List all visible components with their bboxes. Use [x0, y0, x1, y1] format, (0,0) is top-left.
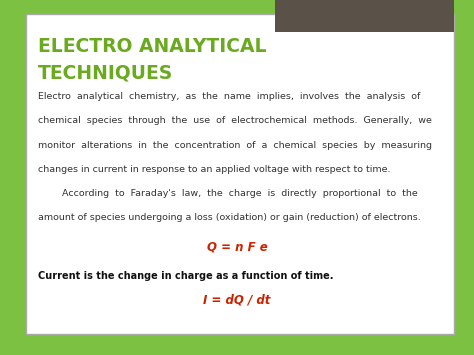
Text: Current is the change in charge as a function of time.: Current is the change in charge as a fun… — [38, 271, 333, 281]
Text: amount of species undergoing a loss (oxidation) or gain (reduction) of electrons: amount of species undergoing a loss (oxi… — [38, 213, 420, 222]
Text: TECHNIQUES: TECHNIQUES — [38, 64, 173, 83]
FancyBboxPatch shape — [26, 14, 454, 334]
Text: chemical  species  through  the  use  of  electrochemical  methods.  Generally, : chemical species through the use of elec… — [38, 116, 432, 125]
Text: According  to  Faraday's  law,  the  charge  is  directly  proportional  to  the: According to Faraday's law, the charge i… — [38, 189, 418, 198]
Text: Q = n F e: Q = n F e — [207, 241, 267, 254]
Text: I = dQ / dt: I = dQ / dt — [203, 294, 271, 307]
Text: Electro  analytical  chemistry,  as  the  name  implies,  involves  the  analysi: Electro analytical chemistry, as the nam… — [38, 92, 420, 101]
Text: ELECTRO ANALYTICAL: ELECTRO ANALYTICAL — [38, 37, 266, 56]
Text: monitor  alterations  in  the  concentration  of  a  chemical  species  by  meas: monitor alterations in the concentration… — [38, 141, 432, 149]
FancyBboxPatch shape — [275, 0, 454, 32]
Text: changes in current in response to an applied voltage with respect to time.: changes in current in response to an app… — [38, 165, 391, 174]
